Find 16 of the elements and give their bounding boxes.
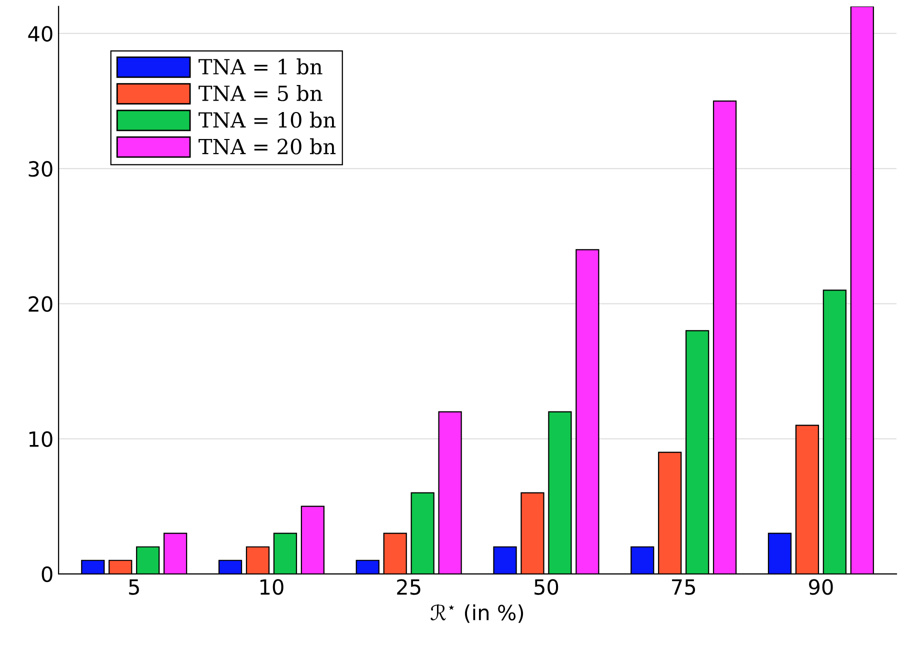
x-tick-label: 5 bbox=[129, 579, 139, 595]
x-tick-label: 25 bbox=[397, 579, 420, 595]
x-tick-label: 75 bbox=[672, 579, 696, 595]
legend-label: TNA = 1 bn bbox=[198, 58, 322, 75]
legend-label: TNA = 20 bn bbox=[198, 138, 336, 154]
y-tick-label: 20 bbox=[28, 296, 52, 312]
y-tick-label: 10 bbox=[29, 431, 52, 447]
x-tick-label: 90 bbox=[809, 579, 833, 595]
y-tick-label: 0 bbox=[42, 566, 52, 582]
legend-label: TNA = 5 bn bbox=[198, 85, 322, 102]
x-tick-label: 10 bbox=[260, 579, 284, 595]
x-axis-title: ℛ$^{⋆}$ (in %) bbox=[430, 604, 524, 623]
legend-label: TNA = 10 bn bbox=[198, 112, 336, 128]
y-tick-label: 40 bbox=[28, 26, 52, 42]
y-tick-label: 30 bbox=[28, 161, 52, 177]
x-tick-label: 50 bbox=[534, 579, 558, 595]
